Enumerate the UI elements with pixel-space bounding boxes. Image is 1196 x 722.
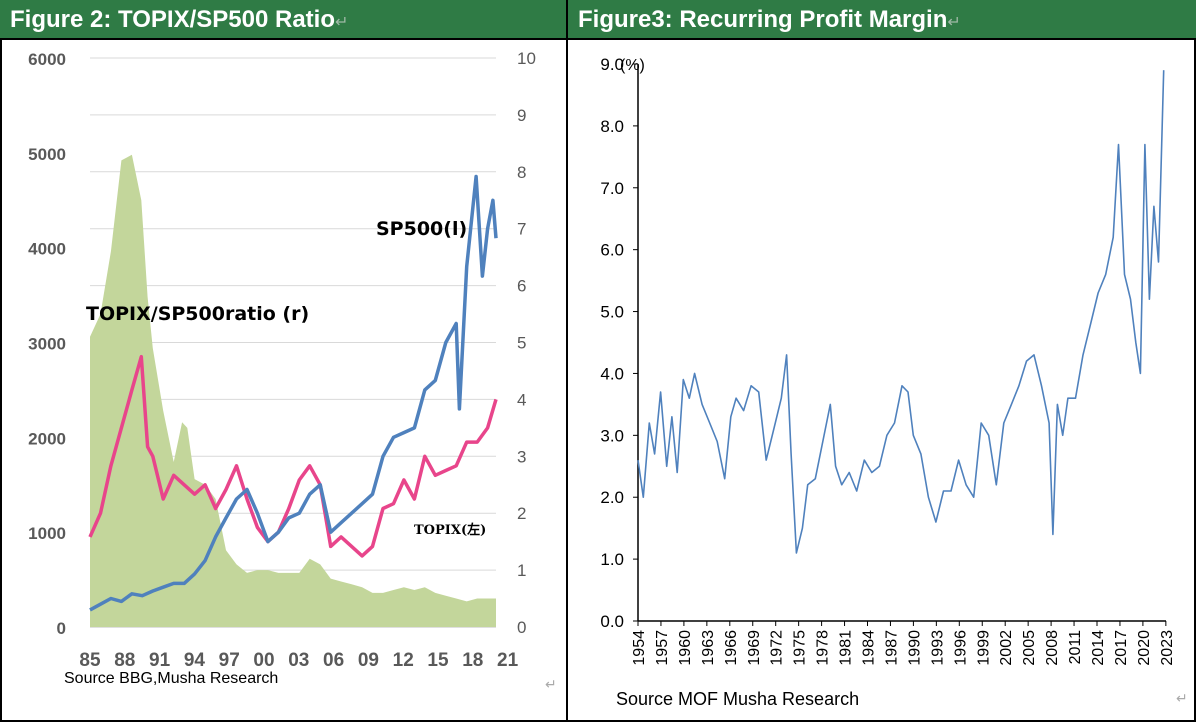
x-axis-tick-label: 2002	[998, 630, 1015, 666]
figure2-ratio-area	[90, 154, 496, 627]
figure2-panel: Figure 2: TOPIX/SP500 Ratio↵ 0 1000 2000 30…	[0, 0, 568, 722]
figure3-line	[637, 70, 1165, 554]
figure3-title: Figure3: Recurring Profit Margin	[578, 6, 948, 33]
x-axis-tick-label: 1987	[883, 630, 900, 666]
figure3-labels: (%)	[620, 57, 645, 74]
left-axis-tick-label: 0	[57, 619, 66, 638]
figure2-left-axis: 0 1000 2000 3000 4000 5000 6000	[28, 50, 66, 638]
x-axis-tick-label: 1969	[746, 630, 763, 666]
x-axis-tick-label: 1972	[769, 630, 786, 666]
left-axis-tick-label: 5000	[28, 145, 66, 164]
figure2-header: Figure 2: TOPIX/SP500 Ratio↵	[0, 0, 566, 40]
x-axis-tick-label: 1993	[929, 630, 946, 666]
return-mark-icon: ↵	[947, 14, 961, 31]
figure3-axes	[633, 63, 1167, 626]
left-axis-tick-label: 4000	[28, 240, 66, 259]
figure2-source: Source BBG,Musha Research	[64, 670, 279, 687]
x-axis-tick-label: 1975	[792, 630, 809, 666]
right-axis-tick-label: 1	[517, 561, 526, 580]
figure3-panel: Figure3: Recurring Profit Margin↵ 0.0 1.0…	[568, 0, 1196, 722]
sp500-annotation: SP500(l)	[376, 218, 467, 240]
figure2-lines	[88, 174, 498, 612]
x-axis-tick-label: 1984	[861, 630, 878, 666]
topix-line	[88, 354, 498, 558]
topix-annotation: TOPIX(左)	[414, 522, 486, 538]
profit-margin-line	[637, 70, 1165, 554]
y-axis-tick-label: 7.0	[600, 179, 624, 198]
y-axis-tick-label: 0.0	[600, 612, 624, 631]
return-mark-icon: ↵	[334, 14, 349, 31]
right-axis-tick-label: 4	[517, 390, 526, 409]
x-axis-tick-label: 00	[253, 650, 274, 671]
figure3-header: Figure3: Recurring Profit Margin↵	[568, 0, 1196, 40]
x-axis-tick-label: 2011	[1067, 630, 1084, 665]
right-axis-tick-label: 6	[517, 277, 526, 296]
x-axis-tick-label: 09	[358, 650, 379, 671]
figure2-right-axis: 0 1 2 3 4 5 6 7 8 9 10	[517, 49, 536, 637]
left-axis-tick-label: 2000	[28, 429, 66, 448]
x-axis-tick-label: 2020	[1136, 630, 1153, 666]
x-axis-tick-label: 2008	[1044, 630, 1061, 666]
right-axis-tick-label: 2	[517, 504, 526, 523]
x-axis-tick-label: 21	[497, 650, 519, 671]
x-axis-tick-label: 1978	[815, 630, 832, 666]
y-axis-tick-label: 5.0	[600, 303, 624, 322]
ratio-annotation: TOPIX/SP500ratio (r)	[86, 303, 309, 325]
x-axis-tick-label: 88	[114, 650, 135, 671]
x-axis-tick-label: 85	[79, 650, 101, 671]
x-axis-tick-label: 2017	[1113, 630, 1130, 666]
figure3-y-axis: 0.0 1.0 2.0 3.0 4.0 5.0 6.0 7.0 8.0 9.0	[600, 55, 624, 631]
y-axis-tick-label: 2.0	[600, 488, 624, 507]
y-axis-tick-label: 3.0	[600, 426, 624, 445]
left-axis-tick-label: 6000	[28, 50, 66, 69]
return-mark-icon: ↵	[545, 676, 557, 692]
left-axis-tick-label: 1000	[28, 524, 66, 543]
x-axis-tick-label: 1966	[723, 630, 740, 666]
x-axis-tick-label: 1960	[677, 630, 694, 666]
right-axis-tick-label: 7	[517, 220, 526, 239]
x-axis-tick-label: 18	[462, 650, 483, 671]
left-axis-tick-label: 3000	[28, 335, 66, 354]
x-axis-tick-label: 91	[149, 650, 171, 671]
figure2-title: Figure 2: TOPIX/SP500 Ratio	[10, 6, 335, 33]
x-axis-tick-label: 2005	[1021, 630, 1038, 666]
right-axis-tick-label: 3	[517, 447, 526, 466]
figure2-x-axis: 85 88 91 94 97 00 03 06 09 12 15 18 21	[79, 650, 518, 671]
x-axis-tick-label: 1981	[838, 630, 855, 666]
figure2-annotations: SP500(l) TOPIX/SP500ratio (r) TOPIX(左)	[86, 218, 486, 538]
right-axis-tick-label: 0	[517, 618, 526, 637]
x-axis-tick-label: 2014	[1090, 630, 1107, 666]
x-axis-tick-label: 1996	[952, 630, 969, 666]
y-axis-tick-label: 9.0	[600, 55, 624, 74]
y-axis-unit-label: (%)	[620, 57, 645, 74]
x-axis-tick-label: 15	[427, 650, 449, 671]
x-axis-tick-label: 2023	[1159, 630, 1176, 666]
sp500-line	[89, 174, 498, 612]
x-axis-tick-label: 06	[323, 650, 344, 671]
right-axis-tick-label: 9	[517, 106, 526, 125]
y-axis-tick-label: 6.0	[600, 241, 624, 260]
figure3-x-axis: 1954 1957 1960 1963 1966 1969 1972 1975 1978 1981…	[631, 630, 1176, 666]
x-axis-tick-label: 1957	[654, 630, 671, 666]
x-axis-tick-label: 1954	[631, 630, 648, 666]
return-mark-icon: ↵	[1176, 690, 1188, 706]
figure3-chart: 0.01.02.03.04.05.06.07.08.09.0 1954 1957 1…	[600, 55, 1176, 666]
x-axis-tick-label: 97	[219, 650, 240, 671]
y-axis-tick-label: 4.0	[600, 364, 624, 383]
x-axis-tick-label: 94	[184, 650, 206, 671]
x-axis-tick-label: 03	[288, 650, 309, 671]
x-axis-tick-label: 12	[393, 650, 414, 671]
figure3-source: Source MOF Musha Research	[616, 689, 860, 709]
x-axis-tick-label: 1963	[700, 630, 717, 666]
right-axis-tick-label: 5	[517, 334, 526, 353]
ratio-area-series	[90, 154, 496, 627]
y-axis-tick-label: 8.0	[600, 117, 624, 136]
y-axis-tick-label: 1.0	[600, 550, 624, 569]
x-axis-tick-label: 1999	[975, 630, 992, 666]
right-axis-tick-label: 10	[517, 49, 536, 68]
x-axis-tick-label: 1990	[906, 630, 923, 666]
right-axis-tick-label: 8	[517, 163, 526, 182]
